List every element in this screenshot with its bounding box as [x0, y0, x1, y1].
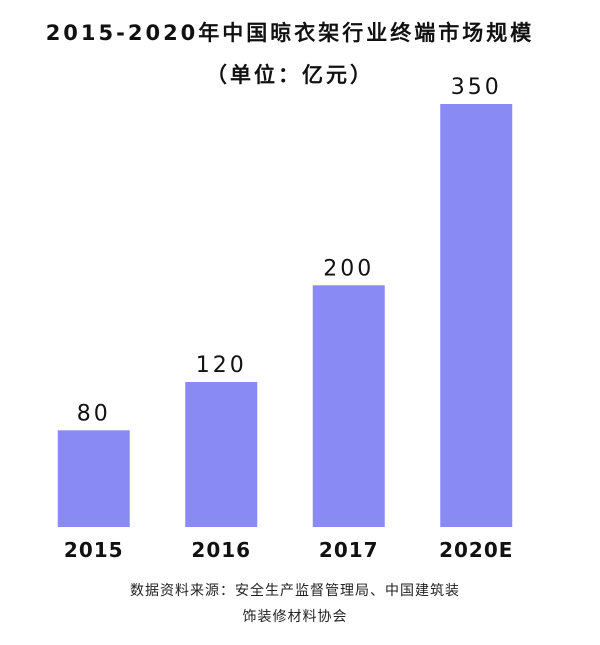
chart-title: 2015-2020年中国晾衣架行业终端市场规模（单位：亿元）	[45, 21, 535, 87]
value-label: 80	[77, 401, 111, 426]
value-label: 120	[196, 353, 247, 378]
x-tick-label: 2015	[64, 538, 124, 562]
value-label: 200	[323, 256, 374, 281]
x-tick-label: 2017	[319, 538, 379, 562]
value-label: 350	[451, 75, 502, 100]
source-note: 数据资料来源：安全生产监督管理局、中国建筑装饰装修材料协会	[130, 583, 460, 625]
bar	[440, 104, 513, 527]
x-tick-label: 2016	[191, 538, 251, 562]
bar	[312, 285, 385, 527]
bar	[57, 430, 130, 527]
bar	[185, 381, 258, 527]
x-tick-label: 2020E	[439, 538, 513, 562]
